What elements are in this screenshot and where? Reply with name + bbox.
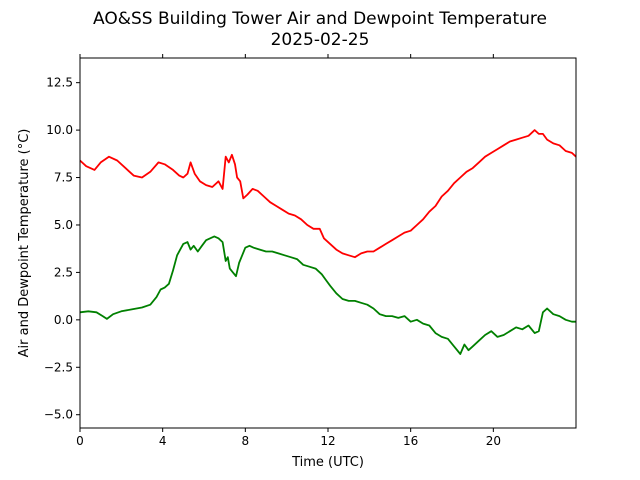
y-tick-label: −2.5: [44, 360, 73, 374]
x-tick-label: 12: [320, 434, 335, 448]
x-tick-label: 0: [76, 434, 84, 448]
y-tick-label: 0.0: [54, 313, 73, 327]
x-tick-label: 8: [242, 434, 250, 448]
y-tick-label: 5.0: [54, 218, 73, 232]
series-line-0: [79, 129, 577, 259]
chart-subtitle: 2025-02-25: [271, 30, 370, 50]
series-layer: [79, 129, 577, 355]
x-tick-label: 4: [159, 434, 167, 448]
y-tick-label: −5.0: [44, 408, 73, 422]
series-line-1: [79, 235, 576, 355]
y-axis-label: Air and Dewpoint Temperature (°C): [17, 129, 32, 358]
plot-frame: [79, 57, 577, 429]
x-tick-label: 20: [486, 434, 501, 448]
y-tick-label: 10.0: [46, 123, 73, 137]
y-tick-label: 7.5: [54, 171, 73, 185]
chart-title: AO&SS Building Tower Air and Dewpoint Te…: [93, 9, 547, 29]
x-axis: 0 4 8 12 16 20: [76, 54, 501, 448]
x-axis-label: Time (UTC): [291, 455, 364, 470]
y-axis: −5.0 −2.5 0.0 2.5 5.0 7.5 10.0 12.5: [44, 76, 80, 422]
x-tick-label: 16: [403, 434, 418, 448]
y-tick-label: 2.5: [54, 265, 73, 279]
y-tick-label: 12.5: [46, 76, 73, 90]
